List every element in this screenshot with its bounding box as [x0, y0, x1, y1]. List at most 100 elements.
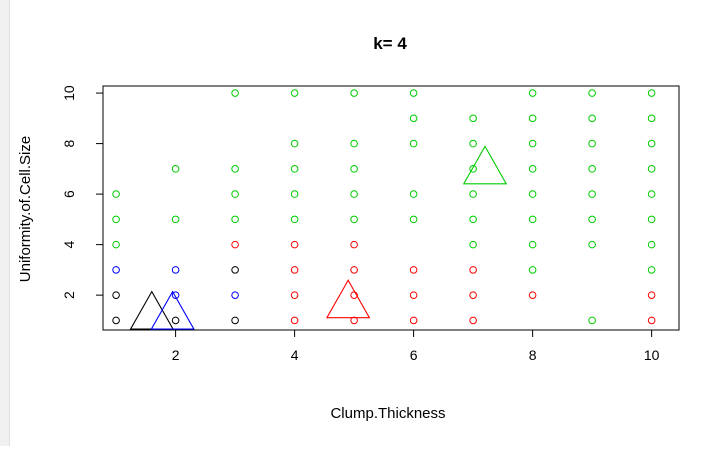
y-axis-label: Uniformity.of.Cell.Size — [17, 136, 34, 282]
cluster-center-triangle — [129, 290, 174, 330]
data-point — [409, 266, 418, 274]
data-point — [350, 266, 358, 274]
data-point — [171, 215, 180, 224]
data-point — [647, 190, 656, 198]
data-point — [588, 89, 596, 97]
data-point — [647, 89, 656, 97]
data-point — [112, 316, 120, 325]
data-point — [290, 240, 299, 249]
data-point — [350, 316, 358, 325]
data-point — [290, 215, 299, 224]
data-point — [171, 165, 180, 173]
data-point — [588, 215, 596, 224]
y-tick-label: 6 — [61, 190, 77, 198]
data-point — [409, 190, 418, 198]
x-tick-label: 8 — [529, 347, 537, 363]
window-left-edge — [0, 0, 10, 446]
data-point — [469, 165, 477, 173]
data-point — [588, 316, 596, 325]
data-point — [350, 190, 358, 198]
data-point — [171, 266, 180, 274]
data-point — [469, 266, 477, 274]
data-point — [469, 114, 477, 123]
data-point — [409, 316, 418, 325]
x-axis-label: Clump.Thickness — [330, 405, 445, 422]
data-point — [409, 89, 418, 97]
data-point — [588, 190, 596, 198]
cluster-centers — [129, 145, 508, 330]
data-point — [647, 266, 656, 274]
data-point — [647, 240, 656, 249]
data-point — [409, 139, 418, 148]
data-point — [647, 215, 656, 224]
data-point — [528, 190, 537, 198]
data-point — [647, 316, 656, 325]
data-point — [647, 291, 656, 299]
data-point — [350, 240, 358, 249]
data-point — [350, 165, 358, 173]
data-point — [290, 190, 299, 198]
data-point — [409, 215, 418, 224]
data-point — [469, 291, 477, 299]
y-tick-label: 4 — [61, 241, 77, 249]
data-point — [588, 114, 596, 123]
data-point — [528, 240, 537, 249]
data-point — [528, 215, 537, 224]
data-point — [231, 190, 239, 198]
data-point — [528, 291, 537, 299]
data-point — [409, 114, 418, 123]
data-point — [112, 215, 120, 224]
data-point — [290, 165, 299, 173]
data-point — [231, 240, 239, 249]
data-point — [231, 266, 239, 274]
data-point — [528, 114, 537, 123]
cluster-center-triangle — [462, 145, 508, 185]
cluster-center-triangle — [325, 279, 371, 319]
data-point — [171, 316, 180, 325]
data-point — [112, 190, 120, 198]
x-axis: 2 4 6 8 10 — [172, 329, 660, 363]
data-point — [469, 215, 477, 224]
cluster-center-triangle — [150, 290, 195, 330]
data-point — [231, 291, 239, 299]
chart-title: k= 4 — [373, 34, 407, 53]
data-point — [290, 89, 299, 97]
data-point — [647, 139, 656, 148]
x-tick-label: 10 — [644, 347, 660, 363]
y-tick-label: 10 — [61, 85, 77, 101]
data-point — [528, 165, 537, 173]
y-axis: 2 4 6 8 10 — [61, 85, 104, 299]
data-point — [231, 316, 239, 325]
data-point — [112, 266, 120, 274]
data-point — [647, 165, 656, 173]
x-tick-label: 4 — [291, 347, 299, 363]
data-point — [231, 215, 239, 224]
data-point — [469, 240, 477, 249]
data-point — [290, 291, 299, 299]
data-point — [231, 165, 239, 173]
data-point — [528, 266, 537, 274]
data-point — [588, 165, 596, 173]
data-point — [469, 190, 477, 198]
data-point — [350, 215, 358, 224]
data-point — [290, 139, 299, 148]
y-tick-label: 8 — [61, 139, 77, 147]
data-point — [588, 139, 596, 148]
data-points — [112, 89, 656, 325]
data-point — [112, 240, 120, 249]
data-point — [528, 89, 537, 97]
data-point — [588, 240, 596, 249]
data-point — [112, 291, 120, 299]
data-point — [350, 139, 358, 148]
data-point — [469, 316, 477, 325]
data-point — [290, 266, 299, 274]
data-point — [171, 291, 180, 299]
data-point — [350, 89, 358, 97]
data-point — [647, 114, 656, 123]
data-point — [231, 89, 239, 97]
y-tick-label: 2 — [61, 291, 77, 299]
data-point — [290, 316, 299, 325]
data-point — [469, 139, 477, 148]
